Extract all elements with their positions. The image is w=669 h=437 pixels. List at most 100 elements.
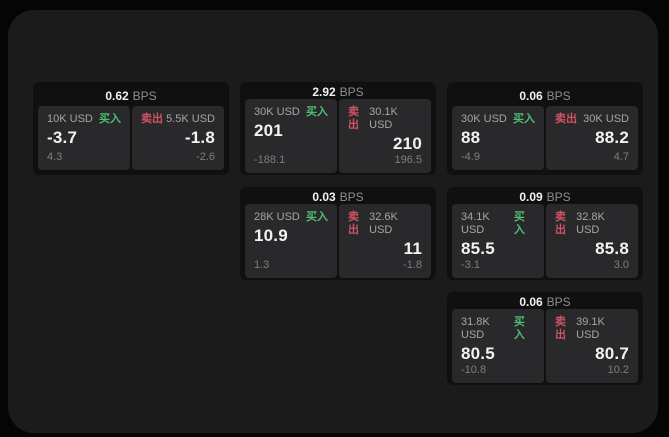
quote-cards-grid: 0.62 BPS 10K USD 买入 -3.7 4.3 卖出 5.5K USD (33, 82, 643, 385)
bps-header: 0.06 BPS (447, 292, 643, 309)
buy-sub-value: 4.3 (47, 151, 63, 163)
sell-badge: 卖出 (555, 211, 566, 236)
quote-panels: 34.1K USD 买入 85.5 -3.1 卖出 32.8K USD 85.8… (447, 204, 643, 283)
quote-card: 0.06 BPS 31.8K USD 买入 80.5 -10.8 卖出 39.1… (447, 292, 643, 385)
quote-panels: 28K USD 买入 10.9 1.3 卖出 32.6K USD 11 -1.8 (240, 204, 436, 283)
bps-unit-label: BPS (546, 295, 571, 309)
quote-panels: 30K USD 买入 201 -188.1 卖出 30.1K USD 210 1… (240, 99, 436, 178)
buy-panel-header: 34.1K USD 买入 (461, 211, 535, 237)
sell-sub-value: -1.8 (403, 259, 422, 271)
quotes-panel: 0.62 BPS 10K USD 买入 -3.7 4.3 卖出 5.5K USD (8, 10, 658, 433)
buy-badge: 买入 (99, 113, 121, 125)
sell-badge: 卖出 (348, 106, 359, 131)
buy-panel[interactable]: 30K USD 买入 88 -4.9 (452, 106, 544, 170)
buy-sub-value: -188.1 (254, 154, 286, 166)
sell-badge: 卖出 (141, 113, 163, 125)
sell-panel[interactable]: 卖出 39.1K USD 80.7 10.2 (546, 309, 638, 383)
sell-amount: 32.6K USD (369, 211, 398, 236)
buy-badge: 买入 (513, 113, 535, 125)
bps-value: 0.09 (519, 190, 543, 204)
buy-value: 10.9 (254, 226, 288, 245)
sell-sub-value: 196.5 (394, 154, 422, 166)
sell-panel-header: 卖出 32.6K USD (348, 211, 422, 237)
quote-card: 2.92 BPS 30K USD 买入 201 -188.1 卖出 30.1K … (240, 82, 436, 175)
buy-badge: 买入 (306, 106, 328, 118)
buy-badge: 买入 (513, 316, 525, 341)
bps-value: 0.03 (312, 190, 336, 204)
bps-value: 0.06 (519, 295, 543, 309)
bps-header: 0.62 BPS (33, 82, 229, 106)
bps-unit-label: BPS (546, 88, 571, 103)
buy-badge: 买入 (306, 211, 328, 223)
buy-panel-header: 28K USD 买入 (254, 211, 328, 224)
sell-panel[interactable]: 卖出 30K USD 88.2 4.7 (546, 106, 638, 170)
buy-amount: 34.1K USD (461, 211, 490, 236)
buy-panel[interactable]: 10K USD 买入 -3.7 4.3 (38, 106, 130, 170)
sell-panel[interactable]: 卖出 32.6K USD 11 -1.8 (339, 204, 431, 278)
sell-badge: 卖出 (348, 211, 359, 236)
buy-panel[interactable]: 28K USD 买入 10.9 1.3 (245, 204, 337, 278)
sell-value: 11 (403, 239, 422, 258)
sell-value: -1.8 (184, 128, 215, 147)
buy-amount: 28K USD (254, 211, 300, 223)
bps-header: 0.06 BPS (447, 82, 643, 106)
quote-card: 0.03 BPS 28K USD 买入 10.9 1.3 卖出 32.6K US… (240, 187, 436, 280)
buy-sub-value: -3.1 (461, 259, 480, 271)
bps-unit-label: BPS (339, 85, 364, 99)
buy-value: 201 (254, 121, 283, 140)
quote-card: 0.06 BPS 30K USD 买入 88 -4.9 卖出 30K USD (447, 82, 643, 175)
buy-panel-header: 30K USD 买入 (461, 113, 535, 126)
sell-panel-header: 卖出 30K USD (555, 113, 629, 126)
buy-value: -3.7 (47, 128, 78, 147)
bps-header: 2.92 BPS (240, 82, 436, 99)
sell-panel[interactable]: 卖出 30.1K USD 210 196.5 (339, 99, 431, 173)
sell-panel-header: 卖出 39.1K USD (555, 316, 629, 342)
quote-panels: 10K USD 买入 -3.7 4.3 卖出 5.5K USD -1.8 -2.… (33, 106, 229, 175)
buy-panel[interactable]: 34.1K USD 买入 85.5 -3.1 (452, 204, 544, 278)
sell-panel[interactable]: 卖出 32.8K USD 85.8 3.0 (546, 204, 638, 278)
buy-amount: 30K USD (461, 113, 507, 125)
buy-amount: 10K USD (47, 113, 93, 125)
bps-value: 2.92 (312, 85, 336, 99)
sell-panel[interactable]: 卖出 5.5K USD -1.8 -2.6 (132, 106, 224, 170)
buy-badge: 买入 (513, 211, 525, 236)
buy-panel[interactable]: 31.8K USD 买入 80.5 -10.8 (452, 309, 544, 383)
bps-header: 0.03 BPS (240, 187, 436, 204)
quote-panels: 30K USD 买入 88 -4.9 卖出 30K USD 88.2 4.7 (447, 106, 643, 175)
sell-sub-value: 4.7 (613, 151, 629, 163)
buy-sub-value: -10.8 (461, 364, 487, 376)
sell-sub-value: 10.2 (607, 364, 629, 376)
buy-sub-value: -4.9 (461, 151, 480, 163)
bps-unit-label: BPS (339, 190, 364, 204)
sell-panel-header: 卖出 5.5K USD (141, 113, 215, 126)
bps-value: 0.62 (105, 88, 129, 103)
buy-panel-header: 10K USD 买入 (47, 113, 121, 126)
sell-value: 88.2 (595, 128, 629, 147)
sell-amount: 30.1K USD (369, 106, 398, 131)
buy-amount: 30K USD (254, 106, 300, 118)
quote-panels: 31.8K USD 买入 80.5 -10.8 卖出 39.1K USD 80.… (447, 309, 643, 388)
buy-amount: 31.8K USD (461, 316, 490, 341)
buy-value: 80.5 (461, 344, 495, 363)
sell-panel-header: 卖出 32.8K USD (555, 211, 629, 237)
buy-sub-value: 1.3 (254, 259, 270, 271)
sell-badge: 卖出 (555, 316, 566, 341)
sell-value: 210 (393, 134, 422, 153)
quote-card: 0.09 BPS 34.1K USD 买入 85.5 -3.1 卖出 32.8K… (447, 187, 643, 280)
quote-card: 0.62 BPS 10K USD 买入 -3.7 4.3 卖出 5.5K USD (33, 82, 229, 175)
sell-sub-value: 3.0 (613, 259, 629, 271)
sell-badge: 卖出 (555, 113, 577, 125)
sell-value: 85.8 (595, 239, 629, 258)
sell-amount: 39.1K USD (576, 316, 605, 341)
buy-value: 88 (461, 128, 481, 147)
buy-panel[interactable]: 30K USD 买入 201 -188.1 (245, 99, 337, 173)
sell-sub-value: -2.6 (196, 151, 215, 163)
buy-panel-header: 30K USD 买入 (254, 106, 328, 119)
sell-amount: 5.5K USD (166, 113, 215, 125)
sell-amount: 30K USD (583, 113, 629, 125)
bps-header: 0.09 BPS (447, 187, 643, 204)
bps-unit-label: BPS (546, 190, 571, 204)
bps-value: 0.06 (519, 88, 543, 103)
buy-value: 85.5 (461, 239, 495, 258)
sell-value: 80.7 (595, 344, 629, 363)
